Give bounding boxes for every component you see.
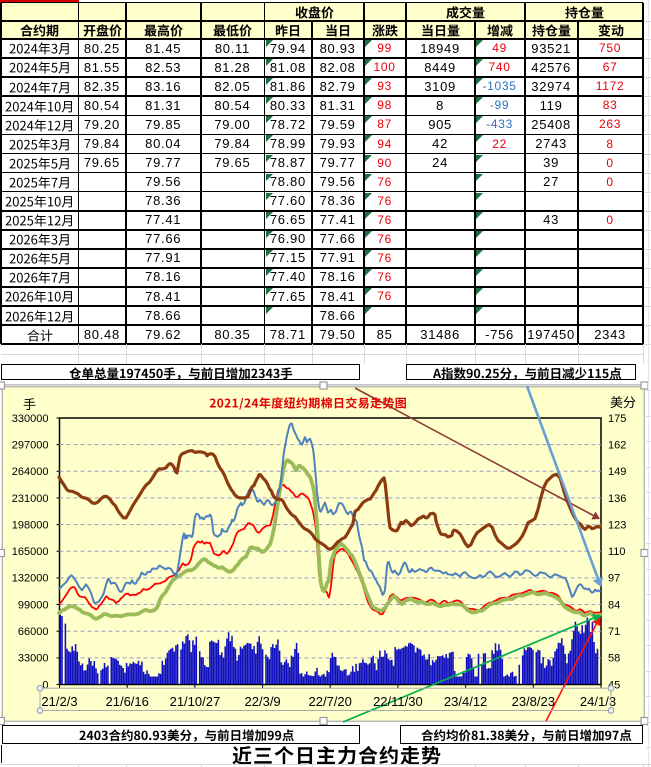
svg-text:136: 136 <box>608 493 626 505</box>
svg-text:66000: 66000 <box>18 626 49 638</box>
svg-text:21/10/27: 21/10/27 <box>170 694 221 709</box>
svg-text:99000: 99000 <box>18 599 49 611</box>
svg-text:84: 84 <box>608 599 620 611</box>
svg-text:132000: 132000 <box>12 573 49 585</box>
svg-text:110: 110 <box>608 546 626 558</box>
svg-text:33000: 33000 <box>18 653 49 665</box>
svg-text:23/4/12: 23/4/12 <box>444 694 487 709</box>
svg-text:22/3/9: 22/3/9 <box>245 694 281 709</box>
svg-text:198000: 198000 <box>12 519 49 531</box>
svg-text:22/11/30: 22/11/30 <box>373 694 423 709</box>
svg-text:231000: 231000 <box>12 493 49 505</box>
svg-text:149: 149 <box>608 466 626 478</box>
svg-text:123: 123 <box>608 519 626 531</box>
svg-text:165000: 165000 <box>12 546 49 558</box>
svg-text:23/8/23: 23/8/23 <box>512 694 555 709</box>
svg-text:175: 175 <box>608 413 626 425</box>
svg-text:330000: 330000 <box>12 413 49 425</box>
svg-text:58: 58 <box>608 653 620 665</box>
svg-text:21/6/16: 21/6/16 <box>106 694 149 709</box>
svg-text:0: 0 <box>42 679 48 691</box>
svg-text:71: 71 <box>608 626 620 638</box>
svg-text:22/7/20: 22/7/20 <box>309 694 352 709</box>
svg-text:97: 97 <box>608 573 620 585</box>
svg-text:24/1/3: 24/1/3 <box>580 694 616 709</box>
svg-text:297000: 297000 <box>12 439 49 451</box>
svg-text:162: 162 <box>608 439 626 451</box>
svg-text:21/2/3: 21/2/3 <box>41 694 77 709</box>
svg-text:264000: 264000 <box>12 466 49 478</box>
